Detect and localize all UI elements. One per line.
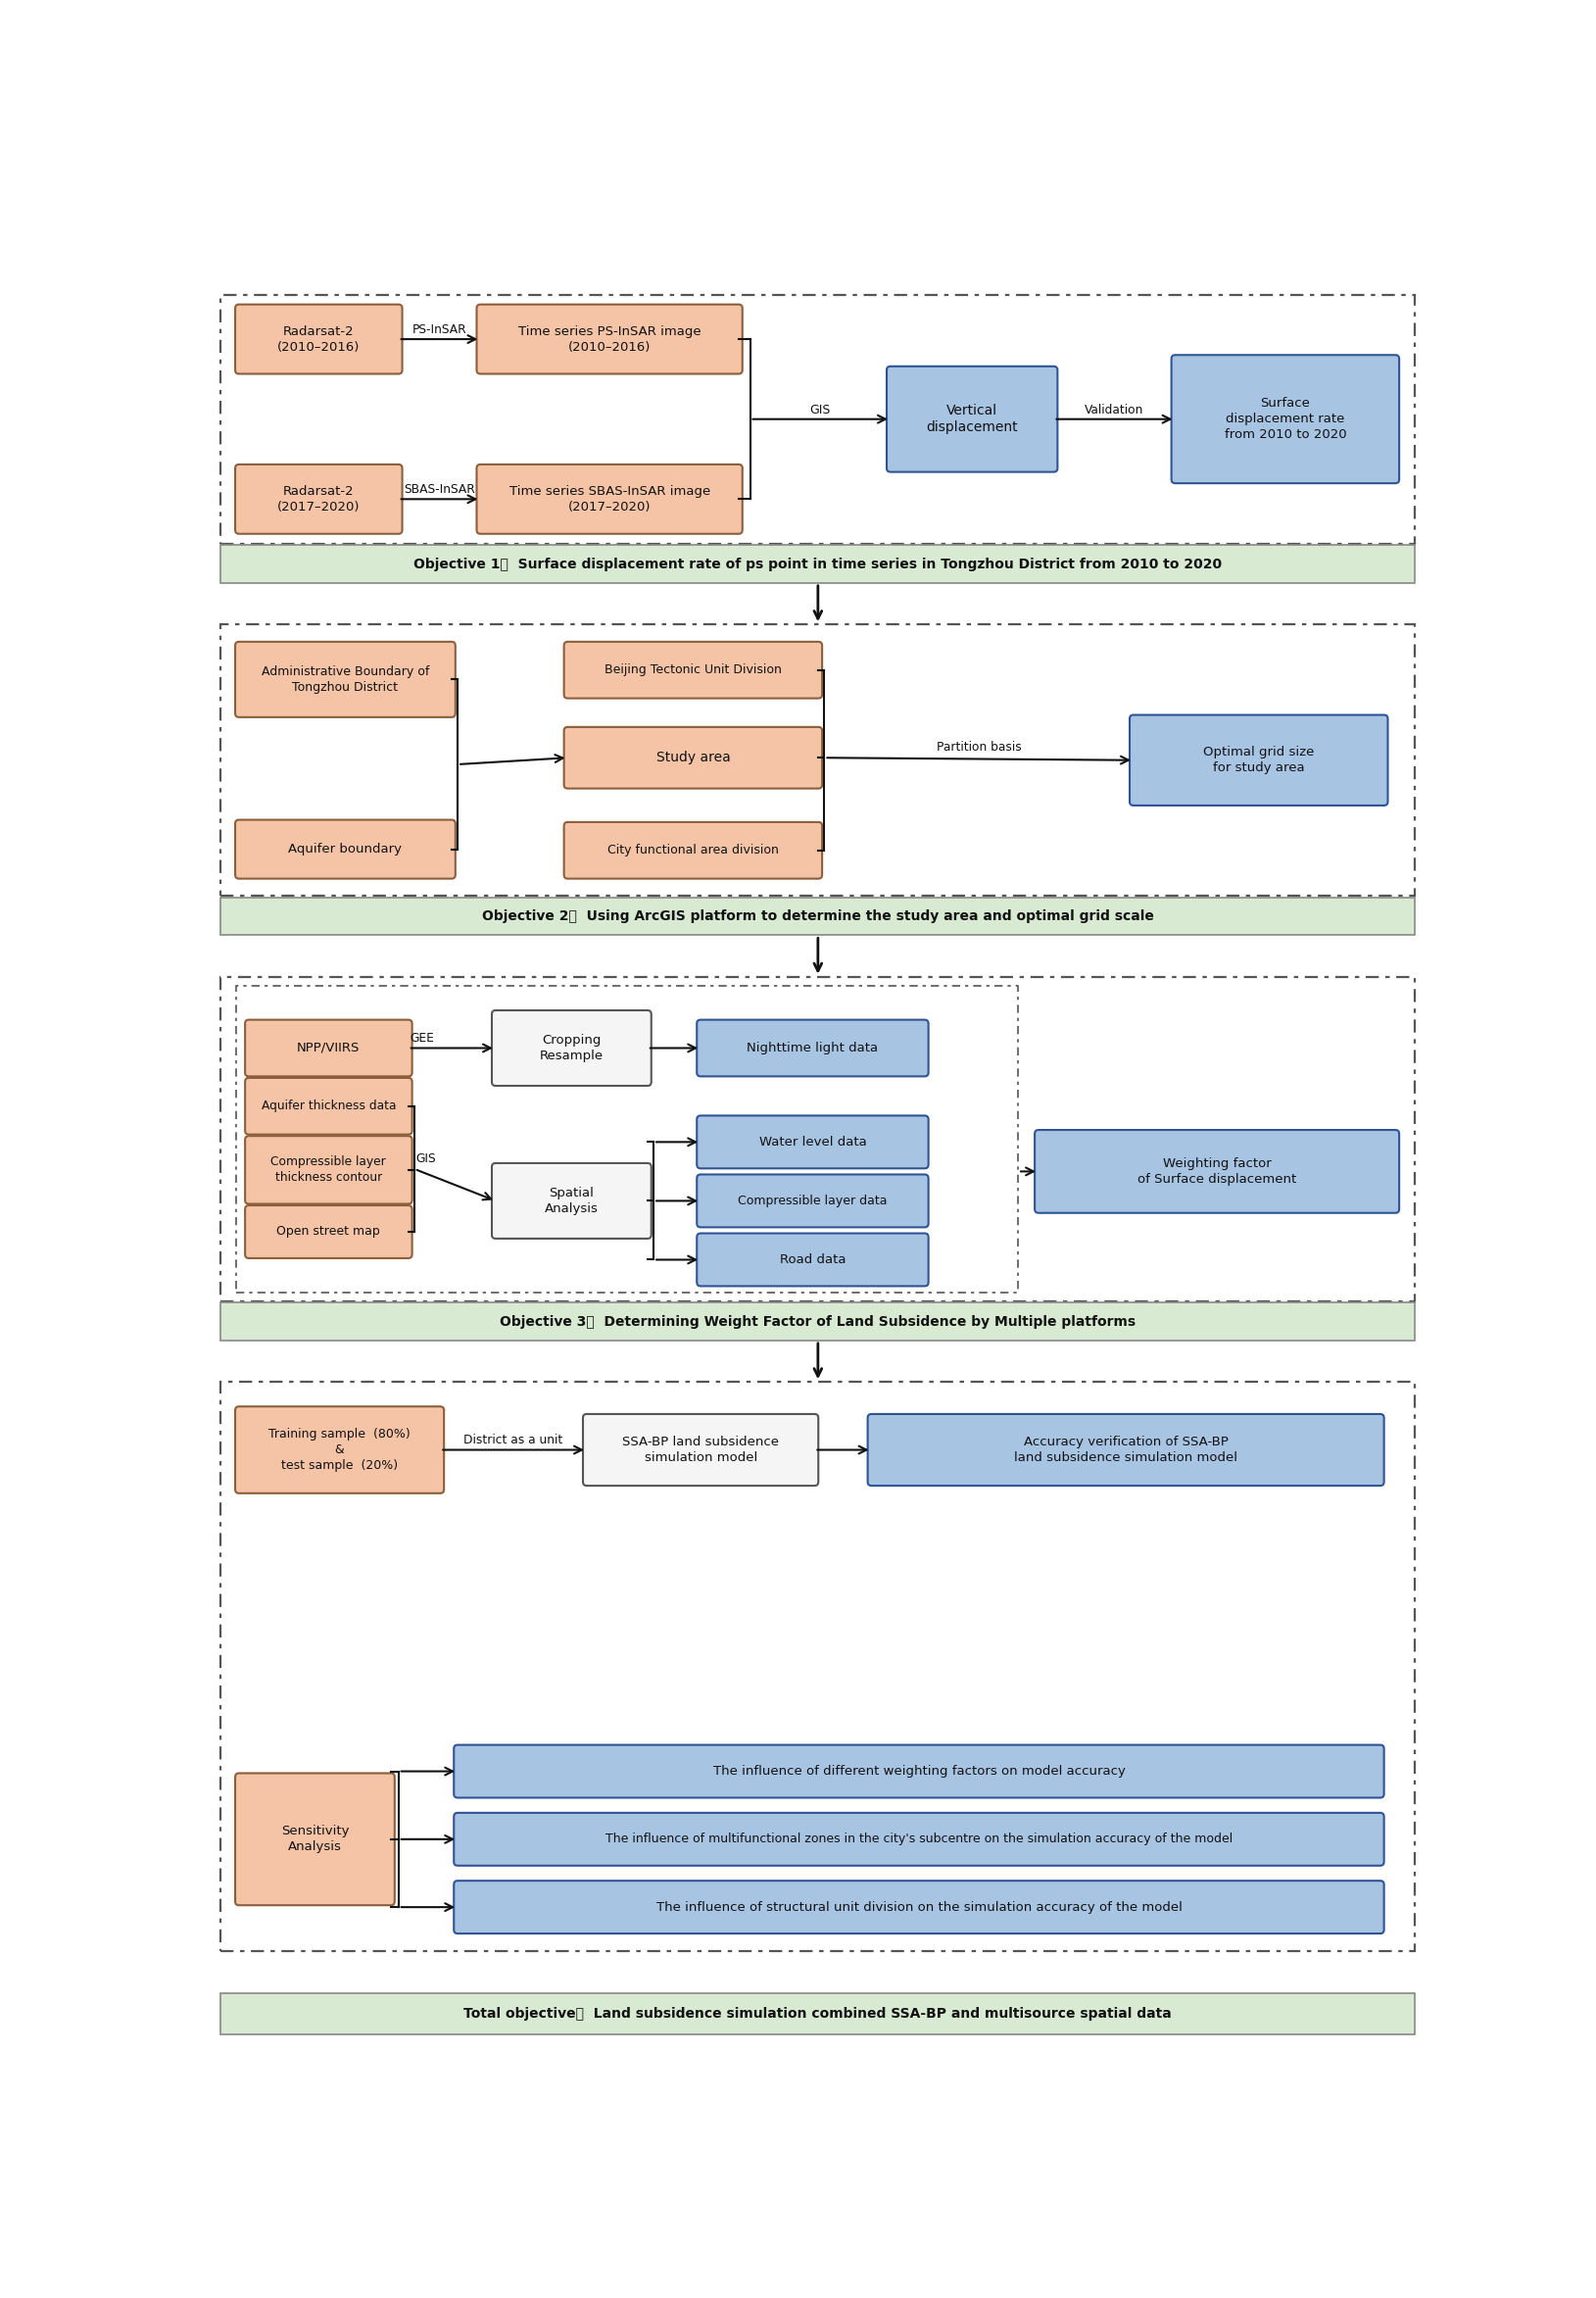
- Bar: [220, 545, 1416, 584]
- Text: Aquifer thickness data: Aquifer thickness data: [262, 1101, 396, 1112]
- Text: Objective 2：  Using ArcGIS platform to determine the study area and optimal grid: Objective 2： Using ArcGIS platform to de…: [482, 910, 1154, 924]
- Text: The influence of multifunctional zones in the city's subcentre on the simulation: The influence of multifunctional zones i…: [605, 1834, 1232, 1845]
- Text: Cropping
Resample: Cropping Resample: [539, 1034, 603, 1062]
- Bar: [220, 899, 1416, 935]
- Text: SBAS-InSAR: SBAS-InSAR: [404, 483, 476, 496]
- FancyBboxPatch shape: [1171, 354, 1400, 483]
- FancyBboxPatch shape: [246, 1206, 412, 1259]
- Text: City functional area division: City functional area division: [608, 843, 779, 857]
- FancyBboxPatch shape: [477, 303, 742, 375]
- Text: Administrative Boundary of
Tongzhou District: Administrative Boundary of Tongzhou Dist…: [262, 664, 429, 694]
- Text: Road data: Road data: [779, 1252, 846, 1266]
- Text: NPP/VIIRS: NPP/VIIRS: [297, 1041, 361, 1055]
- FancyBboxPatch shape: [235, 464, 402, 533]
- Text: Radarsat-2
(2010–2016): Radarsat-2 (2010–2016): [278, 324, 361, 354]
- Text: Accuracy verification of SSA-BP
land subsidence simulation model: Accuracy verification of SSA-BP land sub…: [1013, 1436, 1237, 1464]
- FancyBboxPatch shape: [235, 303, 402, 375]
- Text: Weighting factor
of Surface displacement: Weighting factor of Surface displacement: [1138, 1158, 1296, 1186]
- Text: Objective 1：  Surface displacement rate of ps point in time series in Tongzhou D: Objective 1： Surface displacement rate o…: [413, 556, 1223, 570]
- Text: GIS: GIS: [809, 404, 830, 416]
- FancyBboxPatch shape: [235, 1774, 394, 1905]
- Bar: [220, 1992, 1416, 2034]
- Bar: [236, 986, 1018, 1291]
- Text: Sensitivity
Analysis: Sensitivity Analysis: [281, 1825, 350, 1854]
- Text: GIS: GIS: [417, 1154, 436, 1165]
- FancyBboxPatch shape: [1034, 1131, 1400, 1213]
- FancyBboxPatch shape: [235, 820, 455, 878]
- FancyBboxPatch shape: [246, 1020, 412, 1075]
- Text: Compressible layer data: Compressible layer data: [737, 1195, 887, 1206]
- FancyBboxPatch shape: [477, 464, 742, 533]
- Text: District as a unit: District as a unit: [464, 1434, 563, 1445]
- Text: Time series PS-InSAR image
(2010–2016): Time series PS-InSAR image (2010–2016): [519, 324, 701, 354]
- Text: Training sample  (80%)
&
test sample  (20%): Training sample (80%) & test sample (20%…: [268, 1427, 410, 1473]
- FancyBboxPatch shape: [583, 1413, 819, 1487]
- FancyBboxPatch shape: [868, 1413, 1384, 1487]
- Text: Optimal grid size
for study area: Optimal grid size for study area: [1203, 747, 1314, 774]
- Text: Surface
displacement rate
from 2010 to 2020: Surface displacement rate from 2010 to 2…: [1224, 398, 1347, 441]
- FancyBboxPatch shape: [563, 823, 822, 878]
- Text: Radarsat-2
(2017–2020): Radarsat-2 (2017–2020): [278, 485, 361, 512]
- Bar: [220, 1303, 1416, 1340]
- Text: SSA-BP land subsidence
simulation model: SSA-BP land subsidence simulation model: [622, 1436, 779, 1464]
- Text: Open street map: Open street map: [276, 1225, 380, 1239]
- FancyBboxPatch shape: [246, 1078, 412, 1135]
- FancyBboxPatch shape: [235, 641, 455, 717]
- Text: Water level data: Water level data: [758, 1135, 867, 1149]
- FancyBboxPatch shape: [453, 1880, 1384, 1933]
- Text: Study area: Study area: [656, 751, 729, 765]
- FancyBboxPatch shape: [697, 1174, 929, 1227]
- Text: The influence of structural unit division on the simulation accuracy of the mode: The influence of structural unit divisio…: [656, 1900, 1183, 1914]
- Text: The influence of different weighting factors on model accuracy: The influence of different weighting fac…: [713, 1765, 1125, 1779]
- Bar: [220, 1381, 1416, 1951]
- FancyBboxPatch shape: [246, 1135, 412, 1204]
- FancyBboxPatch shape: [563, 641, 822, 699]
- FancyBboxPatch shape: [697, 1115, 929, 1167]
- FancyBboxPatch shape: [235, 1406, 444, 1494]
- Bar: [220, 977, 1416, 1301]
- Text: Compressible layer
thickness contour: Compressible layer thickness contour: [271, 1156, 386, 1183]
- Text: Spatial
Analysis: Spatial Analysis: [544, 1186, 598, 1216]
- Bar: [220, 625, 1416, 896]
- Bar: [220, 294, 1416, 545]
- FancyBboxPatch shape: [563, 726, 822, 788]
- FancyBboxPatch shape: [453, 1744, 1384, 1797]
- FancyBboxPatch shape: [887, 365, 1058, 471]
- FancyBboxPatch shape: [492, 1163, 651, 1239]
- Text: Vertical
displacement: Vertical displacement: [926, 404, 1018, 434]
- FancyBboxPatch shape: [1130, 715, 1389, 807]
- Text: GEE: GEE: [410, 1032, 434, 1043]
- Text: Objective 3：  Determining Weight Factor of Land Subsidence by Multiple platforms: Objective 3： Determining Weight Factor o…: [500, 1314, 1136, 1328]
- Text: Total objective：  Land subsidence simulation combined SSA-BP and multisource spa: Total objective： Land subsidence simulat…: [464, 2006, 1171, 2020]
- Text: Time series SBAS-InSAR image
(2017–2020): Time series SBAS-InSAR image (2017–2020): [509, 485, 710, 512]
- FancyBboxPatch shape: [492, 1011, 651, 1085]
- Text: Beijing Tectonic Unit Division: Beijing Tectonic Unit Division: [605, 664, 782, 676]
- Text: Nighttime light data: Nighttime light data: [747, 1041, 878, 1055]
- FancyBboxPatch shape: [697, 1234, 929, 1287]
- FancyBboxPatch shape: [697, 1020, 929, 1075]
- FancyBboxPatch shape: [453, 1813, 1384, 1866]
- Text: Partition basis: Partition basis: [937, 742, 1021, 754]
- Text: PS-InSAR: PS-InSAR: [412, 324, 466, 336]
- Text: Validation: Validation: [1085, 404, 1144, 416]
- Text: Aquifer boundary: Aquifer boundary: [289, 843, 402, 855]
